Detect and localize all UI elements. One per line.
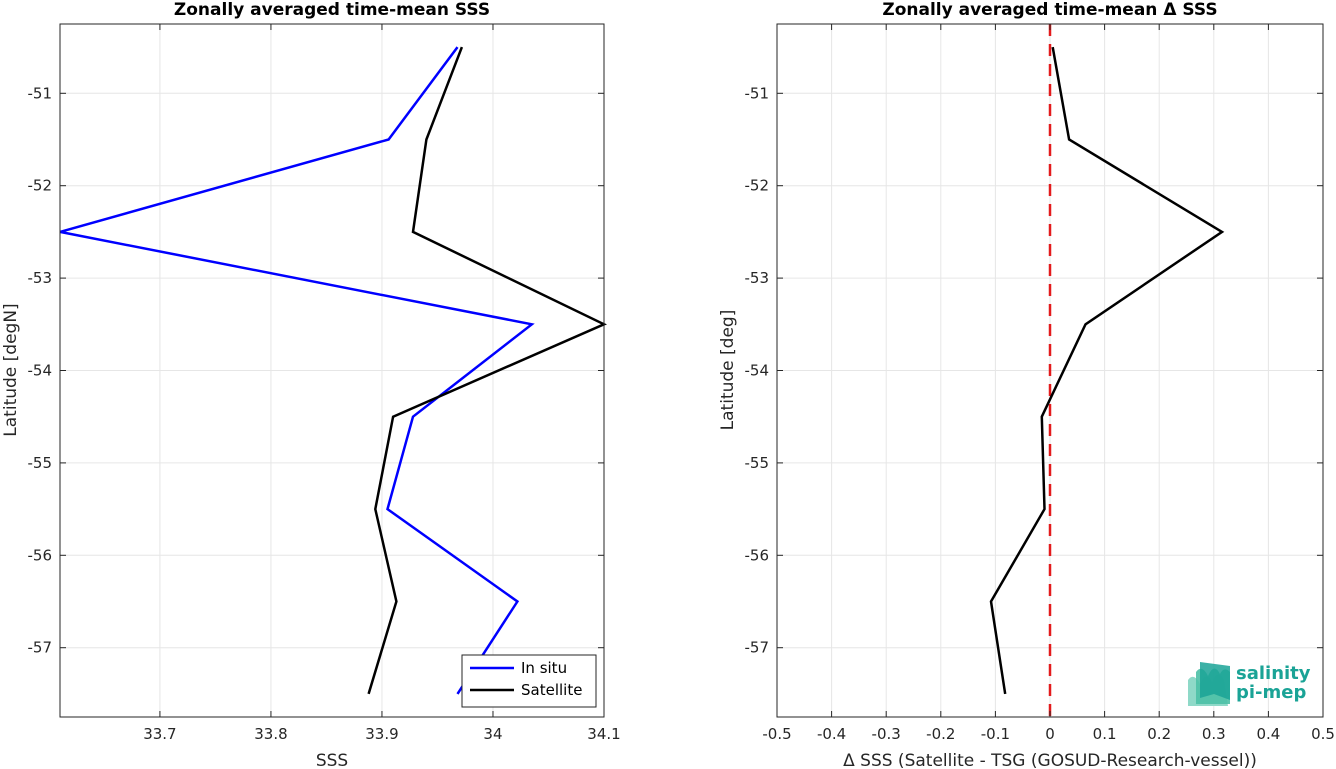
x-tick-label: -0.3 <box>872 725 901 743</box>
y-tick-label: -55 <box>745 454 770 472</box>
left-panel-sss: Zonally averaged time-mean SSS 33.7 33.8 3… <box>1 0 621 769</box>
x-tick-label: 0.4 <box>1256 725 1280 743</box>
y-tick-label: -53 <box>745 269 770 287</box>
y-tick-label: -57 <box>745 639 770 657</box>
x-tick-label: 33.8 <box>254 725 287 743</box>
left-chart-title: Zonally averaged time-mean SSS <box>174 0 490 20</box>
x-tick-label: -0.4 <box>817 725 846 743</box>
x-tick-label: 33.9 <box>365 725 398 743</box>
left-y-axis-label: Latitude [degN] <box>1 303 21 436</box>
x-tick-label: 0.3 <box>1202 725 1226 743</box>
y-tick-label: -52 <box>745 177 770 195</box>
left-x-axis-label: SSS <box>316 751 348 769</box>
x-tick-label: -0.5 <box>762 725 791 743</box>
left-grid <box>60 24 605 717</box>
series-line-delta-sss <box>989 46 1225 695</box>
wave-logo-icon <box>1188 662 1230 706</box>
right-panel-delta-sss: Zonally averaged time-mean Δ SSS -0.5 -0.… <box>718 0 1335 769</box>
y-tick-label: -54 <box>28 362 53 380</box>
y-tick-label: -56 <box>28 546 53 564</box>
x-tick-label: 34 <box>483 725 502 743</box>
salinity-pi-mep-logo: salinity pi-mep <box>1188 662 1311 706</box>
x-tick-label: -0.1 <box>981 725 1010 743</box>
x-tick-label: 0 <box>1045 725 1055 743</box>
y-tick-label: -52 <box>28 177 53 195</box>
legend-box <box>461 654 597 708</box>
y-tick-label: -55 <box>28 454 53 472</box>
y-tick-label: -51 <box>28 84 53 102</box>
x-tick-label: -0.2 <box>926 725 955 743</box>
y-tick-label: -51 <box>745 84 770 102</box>
x-tick-label: 34.1 <box>587 725 620 743</box>
legend-label-in-situ: In situ <box>521 659 567 677</box>
y-tick-label: -57 <box>28 639 53 657</box>
y-tick-label: -54 <box>745 362 770 380</box>
logo-text-salinity: salinity <box>1236 663 1311 684</box>
right-x-axis-label: Δ SSS (Satellite - TSG (GOSUD-Research-v… <box>843 751 1257 769</box>
logo-text-pi-mep: pi-mep <box>1236 682 1306 703</box>
right-series-group <box>989 46 1225 695</box>
x-tick-label: 0.2 <box>1147 725 1171 743</box>
series-line-in-situ <box>59 46 535 695</box>
right-ticks: -0.5 -0.4 -0.3 -0.2 -0.1 0 0.1 0.2 0.3 0.4 0.5 -51 -… <box>745 24 1335 743</box>
y-tick-label: -53 <box>28 269 53 287</box>
legend: In situ Satellite <box>461 654 597 708</box>
left-series-group <box>59 46 607 695</box>
right-chart-title: Zonally averaged time-mean Δ SSS <box>882 0 1217 20</box>
legend-label-satellite: Satellite <box>521 681 582 699</box>
x-tick-label: 0.5 <box>1311 725 1335 743</box>
y-tick-label: -56 <box>745 546 770 564</box>
x-tick-label: 33.7 <box>143 725 176 743</box>
right-y-axis-label: Latitude [deg] <box>718 310 738 431</box>
x-tick-label: 0.1 <box>1093 725 1117 743</box>
left-ticks: 33.7 33.8 33.9 34 34.1 -51 -52 -53 -54 -55 -56 -57 <box>28 24 621 743</box>
series-line-satellite <box>367 46 607 695</box>
